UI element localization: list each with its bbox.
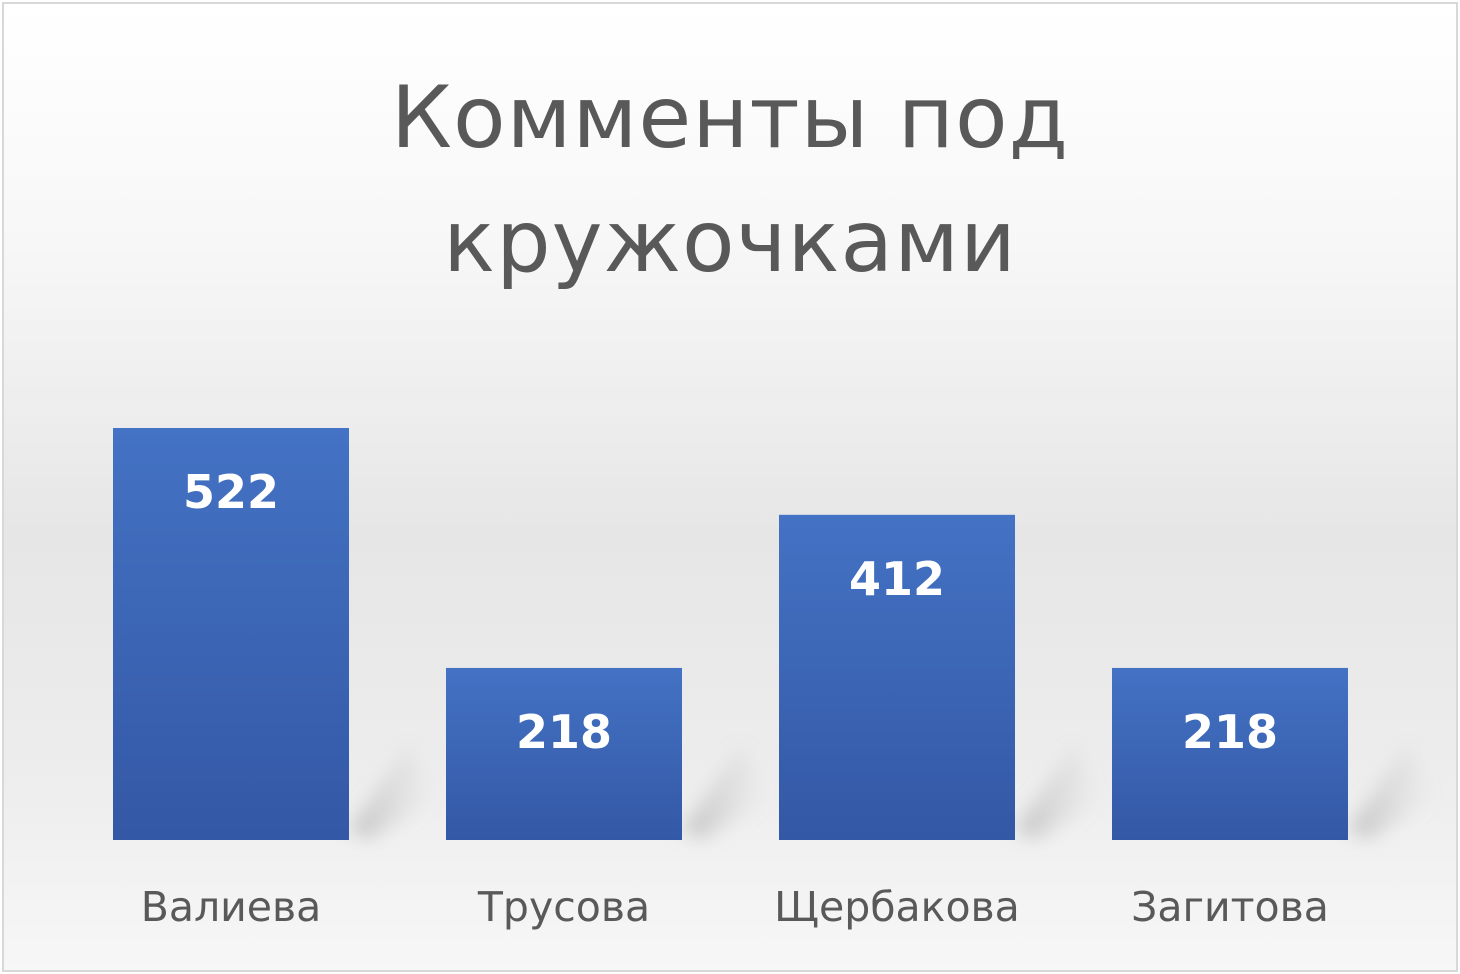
chart-title: Комменты под кружочками — [4, 56, 1456, 304]
bar-value-label: 218 — [516, 705, 612, 759]
bar — [113, 428, 349, 840]
bar — [1112, 667, 1348, 840]
category-label: Загитова — [1131, 883, 1329, 931]
category-label: Щербакова — [774, 883, 1020, 931]
bar-shadow — [682, 745, 767, 840]
chart-title-line-2: кружочками — [443, 192, 1017, 292]
bar-value-label: 218 — [1182, 705, 1278, 759]
bar-value-label: 412 — [849, 552, 945, 606]
bar — [446, 667, 682, 840]
bar-shadow — [349, 745, 434, 840]
chart-title-line-1: Комменты под — [390, 68, 1070, 168]
bar-shadow — [1348, 745, 1433, 840]
bar-value-label: 522 — [183, 465, 279, 519]
bar-shadow — [1015, 745, 1100, 840]
category-label: Трусова — [477, 883, 650, 931]
bar — [779, 514, 1015, 840]
category-label: Валиева — [141, 883, 322, 931]
